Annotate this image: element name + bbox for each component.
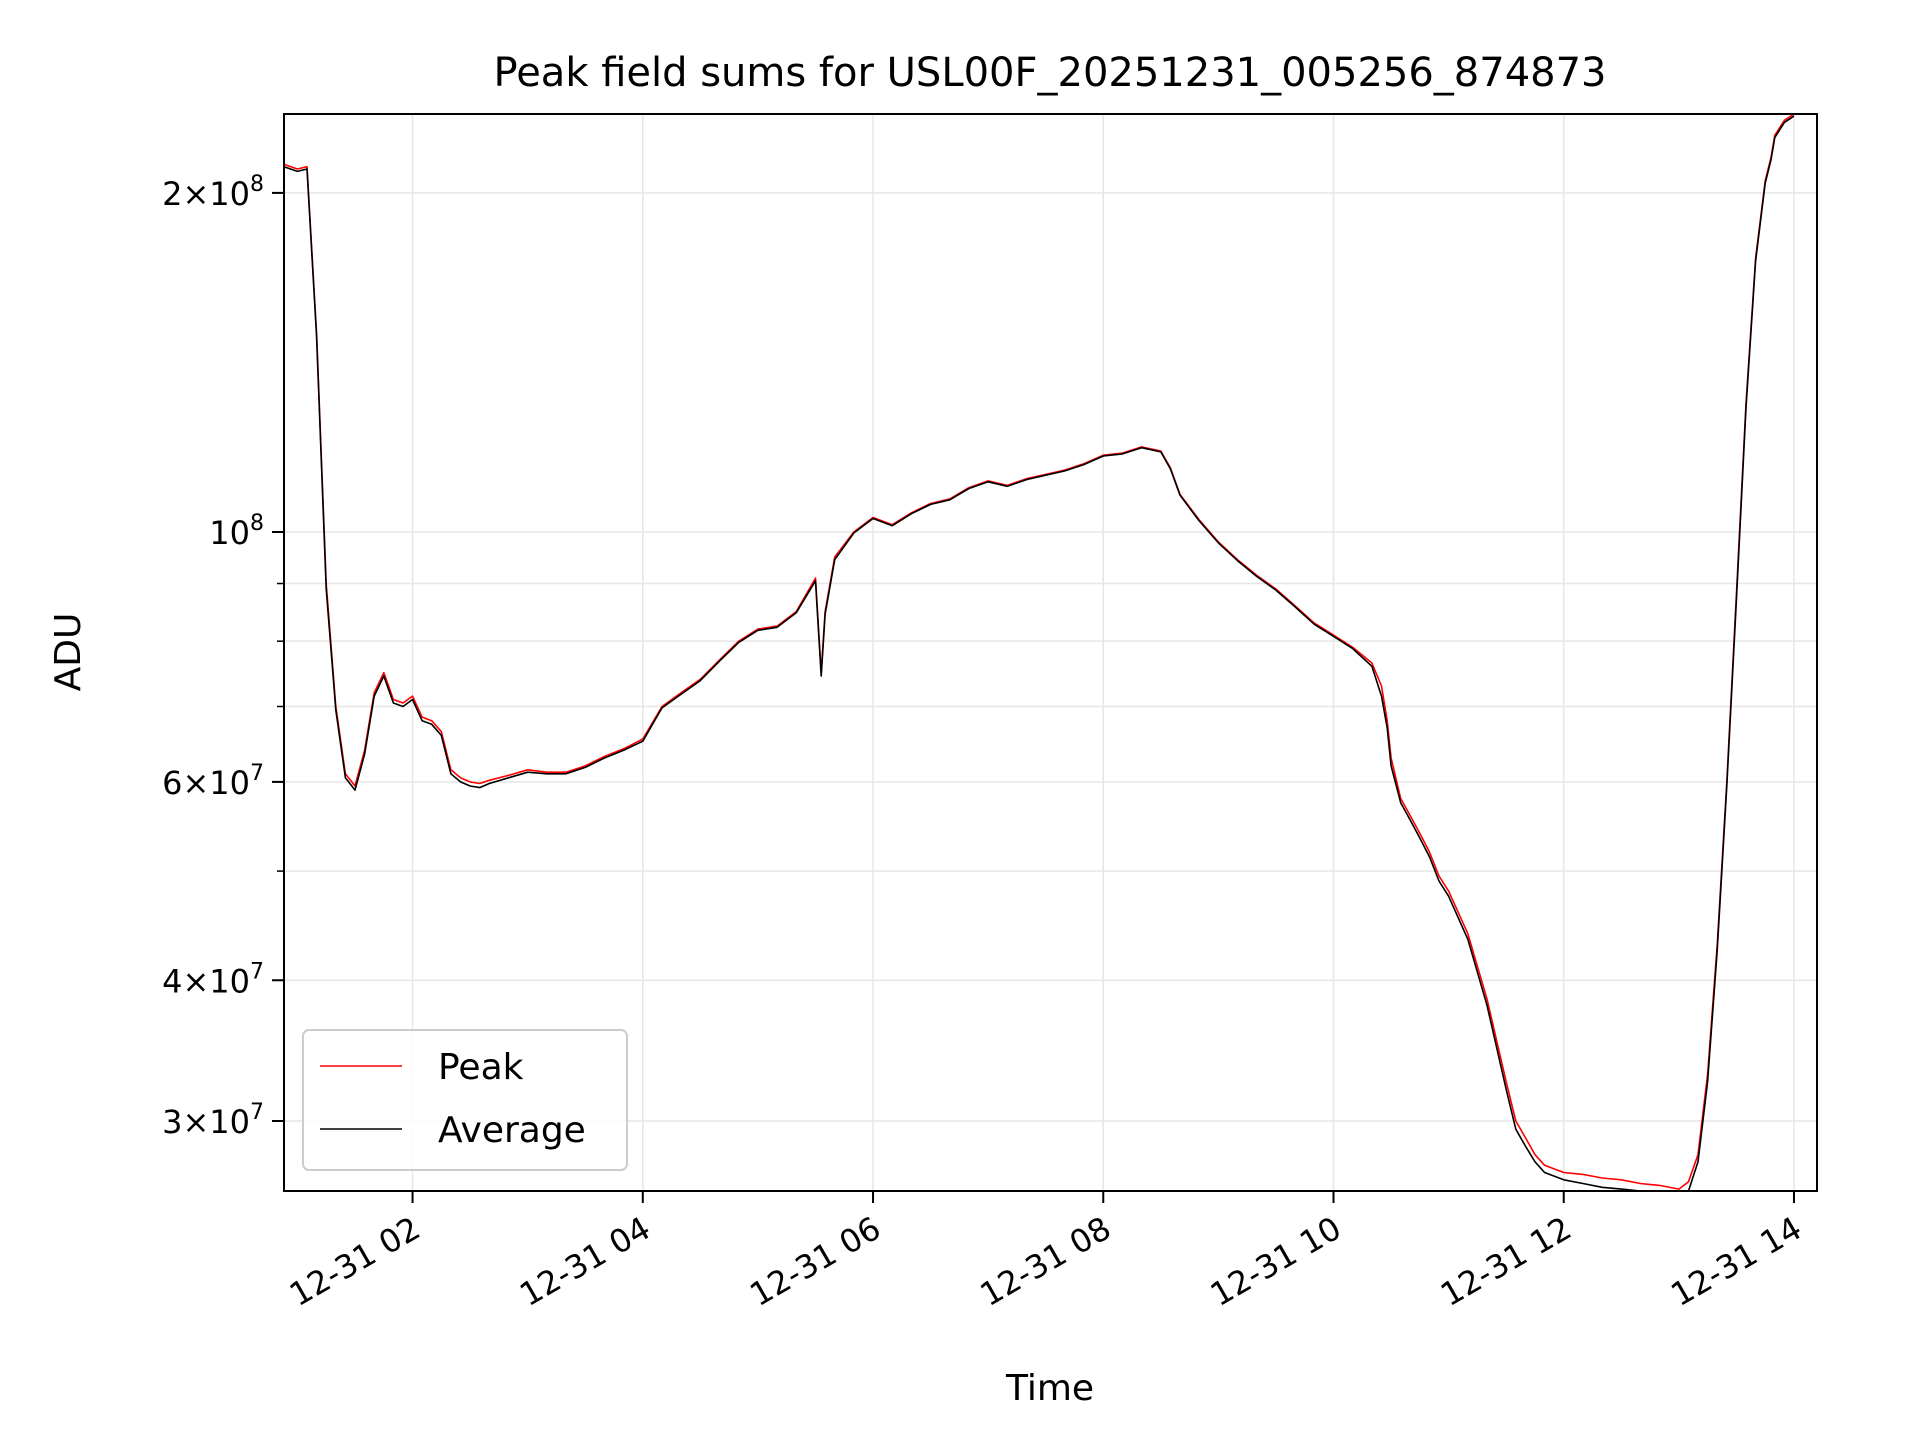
series-line-peak xyxy=(283,113,1795,1190)
y-tick-label: 108 xyxy=(209,511,264,552)
legend-label-average: Average xyxy=(438,1110,586,1151)
legend-label-peak: Peak xyxy=(438,1047,524,1088)
x-axis-label: Time xyxy=(1005,1368,1094,1409)
y-tick-label: 2×108 xyxy=(162,172,264,213)
y-tick-label: 3×107 xyxy=(162,1100,264,1141)
chart-title: Peak field sums for USL00F_20251231_0052… xyxy=(494,50,1607,96)
grid xyxy=(284,114,1817,1191)
series-lines xyxy=(283,113,1795,1192)
y-axis-label: ADU xyxy=(48,613,89,692)
y-tick-label: 6×107 xyxy=(162,761,264,802)
y-tick-label: 4×107 xyxy=(162,959,264,1000)
legend-box xyxy=(302,1029,628,1171)
series-line-average xyxy=(283,115,1795,1192)
plot-frame xyxy=(283,113,1818,1192)
legend: Peak Average xyxy=(302,1029,628,1171)
